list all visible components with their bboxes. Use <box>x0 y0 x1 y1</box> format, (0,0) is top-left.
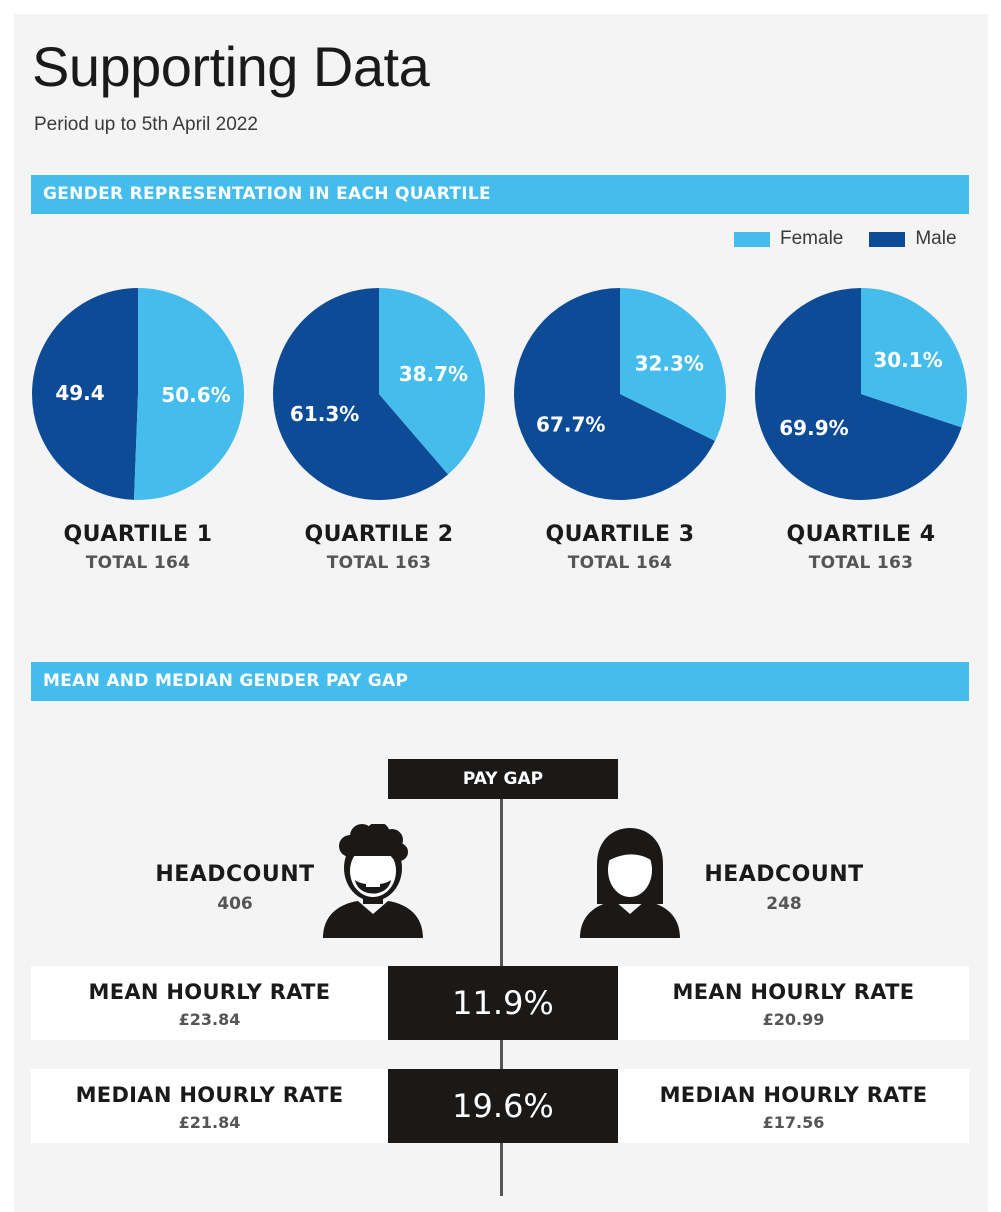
infographic-page: Supporting Data Period up to 5th April 2… <box>14 14 988 1212</box>
male-median-rate: MEDIAN HOURLY RATE £21.84 <box>31 1069 388 1143</box>
median-pay-gap-value: 19.6% <box>388 1069 618 1143</box>
chart-legend: Female Male <box>734 228 957 250</box>
male-median-rate-label: MEDIAN HOURLY RATE <box>75 1083 344 1107</box>
quartile-label-2: QUARTILE 2 TOTAL 163 <box>269 522 489 573</box>
pie-label-male-q3: 67.7% <box>536 413 605 437</box>
quartile-label-3: QUARTILE 3 TOTAL 164 <box>510 522 730 573</box>
pie-label-female-q1: 50.6% <box>161 383 230 407</box>
female-mean-rate: MEAN HOURLY RATE £20.99 <box>618 966 969 1040</box>
pie-quartile-1: 50.6% 49.4 <box>31 288 244 500</box>
quartile-name: QUARTILE 4 <box>786 522 936 547</box>
legend-item-female: Female <box>734 228 843 250</box>
quartile-total: TOTAL 164 <box>567 553 673 573</box>
pie-slice-male-q4 <box>755 288 962 500</box>
paygap-header-box: PAY GAP <box>388 759 618 799</box>
male-mean-rate-label: MEAN HOURLY RATE <box>88 980 331 1004</box>
quartile-total: TOTAL 163 <box>808 553 914 573</box>
quartile-label-4: QUARTILE 4 TOTAL 163 <box>751 522 971 573</box>
female-median-rate-label: MEDIAN HOURLY RATE <box>659 1083 928 1107</box>
female-median-rate: MEDIAN HOURLY RATE £17.56 <box>618 1069 969 1143</box>
pie-slice-male-q3 <box>514 288 716 500</box>
pie-label-male-q2: 61.3% <box>290 402 359 426</box>
page-title: Supporting Data <box>32 35 430 98</box>
pie-label-male-q4: 69.9% <box>779 416 848 440</box>
male-headcount-label: HEADCOUNT <box>155 862 315 887</box>
pie-label-female-q2: 38.7% <box>399 362 468 386</box>
pie-label-female-q4: 30.1% <box>873 348 942 372</box>
pie-label-female-q3: 32.3% <box>635 351 704 375</box>
quartile-name: QUARTILE 3 <box>545 522 695 547</box>
pie-slice-female-q3 <box>620 288 726 441</box>
male-median-rate-value: £21.84 <box>178 1113 241 1132</box>
pie-quartile-2: 38.7% 61.3% <box>273 288 486 500</box>
pie-label-male-q1: 49.4 <box>55 381 104 405</box>
quartile-name: QUARTILE 2 <box>304 522 454 547</box>
page-subtitle: Period up to 5th April 2022 <box>34 114 258 135</box>
male-headcount-value: 406 <box>217 894 253 914</box>
pie-slice-male-q1 <box>31 288 138 500</box>
quartile-label-1: QUARTILE 1 TOTAL 164 <box>28 522 248 573</box>
female-median-rate-value: £17.56 <box>762 1113 825 1132</box>
legend-label-female: Female <box>780 228 844 249</box>
paygap-section-header: MEAN AND MEDIAN GENDER PAY GAP <box>31 662 969 701</box>
quartile-name: QUARTILE 1 <box>63 522 213 547</box>
female-headcount: HEADCOUNT 248 <box>684 862 884 914</box>
male-person-icon <box>323 824 423 938</box>
female-headcount-label: HEADCOUNT <box>704 862 864 887</box>
legend-swatch-female <box>734 231 770 247</box>
female-mean-rate-value: £20.99 <box>762 1010 825 1029</box>
male-mean-rate: MEAN HOURLY RATE £23.84 <box>31 966 388 1040</box>
mean-hourly-rate-row: MEAN HOURLY RATE £23.84 11.9% MEAN HOURL… <box>31 966 969 1040</box>
pie-slice-female-q4 <box>861 288 967 428</box>
quartile-pie-charts: 50.6% 49.4 QUARTILE 1 TOTAL 164 38.7% 61.3% QU… <box>14 284 988 573</box>
mean-pay-gap-value: 11.9% <box>388 966 618 1040</box>
quartiles-section-header: GENDER REPRESENTATION IN EACH QUARTILE <box>31 175 969 214</box>
pie-quartile-3: 32.3% 67.7% <box>514 288 726 500</box>
legend-item-male: Male <box>869 228 957 250</box>
female-person-icon <box>580 828 680 938</box>
male-headcount: HEADCOUNT 406 <box>135 862 335 914</box>
pie-slice-female-q2 <box>379 288 486 475</box>
legend-label-male: Male <box>915 228 957 249</box>
pie-slice-male-q2 <box>273 288 449 500</box>
legend-swatch-male <box>869 231 906 247</box>
pie-slice-female-q1 <box>134 288 244 500</box>
quartile-total: TOTAL 164 <box>85 553 191 573</box>
pie-quartile-4: 30.1% 69.9% <box>755 288 967 500</box>
quartile-total: TOTAL 163 <box>326 553 432 573</box>
median-hourly-rate-row: MEDIAN HOURLY RATE £21.84 19.6% MEDIAN H… <box>31 1069 969 1143</box>
male-mean-rate-value: £23.84 <box>178 1010 241 1029</box>
female-headcount-value: 248 <box>766 894 802 914</box>
female-mean-rate-label: MEAN HOURLY RATE <box>672 980 915 1004</box>
